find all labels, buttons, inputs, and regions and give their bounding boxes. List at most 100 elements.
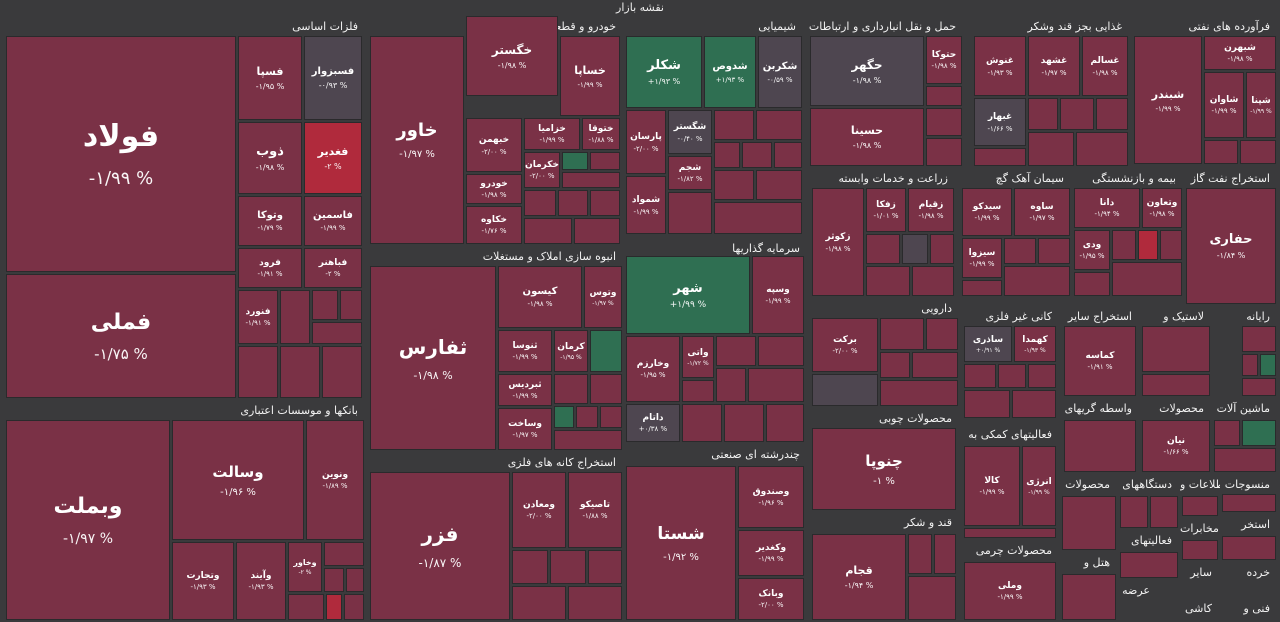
stock-tile[interactable] bbox=[880, 352, 910, 378]
stock-tile[interactable] bbox=[714, 110, 754, 140]
stock-tile[interactable]: فسپا -۱/۹۵ % bbox=[238, 36, 302, 120]
stock-tile[interactable] bbox=[1142, 326, 1210, 372]
stock-tile[interactable] bbox=[742, 142, 772, 168]
stock-tile[interactable]: خگستر -۱/۹۸ % bbox=[466, 16, 558, 96]
stock-tile[interactable]: ومعادن -۲/۰۰ % bbox=[512, 472, 566, 548]
stock-tile[interactable] bbox=[324, 542, 364, 566]
stock-tile[interactable] bbox=[1120, 496, 1148, 528]
stock-tile[interactable]: فزر -۱/۸۷ % bbox=[370, 472, 510, 620]
stock-tile[interactable]: فولاد -۱/۹۹ % bbox=[6, 36, 236, 272]
stock-tile[interactable] bbox=[1028, 132, 1074, 166]
stock-tile[interactable] bbox=[1012, 390, 1056, 418]
stock-tile[interactable]: شکربن -۰/۵۹ % bbox=[758, 36, 802, 108]
stock-tile[interactable] bbox=[1242, 326, 1276, 352]
stock-tile[interactable]: زقیام -۱/۹۸ % bbox=[908, 188, 954, 232]
stock-tile[interactable] bbox=[724, 404, 764, 442]
stock-tile[interactable] bbox=[1120, 552, 1178, 578]
stock-tile[interactable] bbox=[964, 364, 996, 388]
stock-tile[interactable] bbox=[312, 290, 338, 320]
stock-tile[interactable]: خکاوه -۱/۷۶ % bbox=[466, 206, 522, 244]
stock-tile[interactable] bbox=[964, 390, 1010, 418]
stock-tile[interactable] bbox=[238, 346, 278, 398]
stock-tile[interactable] bbox=[1214, 448, 1276, 472]
stock-tile[interactable] bbox=[1062, 574, 1116, 620]
stock-tile[interactable]: شگستر -۰/۴۰ % bbox=[668, 110, 712, 154]
stock-tile[interactable] bbox=[590, 190, 620, 216]
stock-tile[interactable]: خبهمن -۲/۰۰ % bbox=[466, 118, 522, 172]
stock-tile[interactable]: شدوص +۱/۹۳ % bbox=[704, 36, 756, 108]
stock-tile[interactable] bbox=[926, 108, 962, 136]
stock-tile[interactable]: نیان -۱/۶۶ % bbox=[1142, 420, 1210, 472]
stock-tile[interactable]: وخارزم -۱/۹۵ % bbox=[626, 336, 680, 402]
stock-tile[interactable] bbox=[524, 218, 572, 244]
stock-tile[interactable] bbox=[934, 534, 956, 574]
stock-tile[interactable]: وتجارت -۱/۹۳ % bbox=[172, 542, 234, 620]
stock-tile[interactable]: فملی -۱/۷۵ % bbox=[6, 274, 236, 398]
stock-tile[interactable]: فسبزوار -۰/۹۳ % bbox=[304, 36, 362, 120]
stock-tile[interactable] bbox=[1062, 496, 1116, 550]
stock-tile[interactable]: کرمان -۱/۹۵ % bbox=[554, 330, 588, 372]
stock-tile[interactable] bbox=[590, 330, 622, 372]
stock-tile[interactable] bbox=[1182, 540, 1218, 560]
stock-tile[interactable] bbox=[902, 234, 928, 264]
stock-tile[interactable]: برکت -۲/۰۰ % bbox=[812, 318, 878, 372]
stock-tile[interactable] bbox=[926, 86, 962, 106]
stock-tile[interactable]: فرود -۱/۹۱ % bbox=[238, 248, 302, 288]
stock-tile[interactable]: قجام -۱/۹۴ % bbox=[812, 534, 906, 620]
stock-tile[interactable] bbox=[926, 318, 958, 350]
stock-tile[interactable]: وملی -۱/۹۹ % bbox=[964, 562, 1056, 620]
stock-tile[interactable] bbox=[908, 534, 932, 574]
stock-tile[interactable]: غبهار -۱/۶۶ % bbox=[974, 98, 1026, 146]
stock-tile[interactable] bbox=[1260, 354, 1276, 376]
stock-tile[interactable] bbox=[562, 172, 620, 188]
stock-tile[interactable]: شبهرن -۱/۹۸ % bbox=[1204, 36, 1276, 70]
stock-tile[interactable] bbox=[1028, 98, 1058, 130]
stock-tile[interactable]: ودی -۱/۹۵ % bbox=[1074, 230, 1110, 270]
stock-tile[interactable]: وخاور -۲ % bbox=[288, 542, 322, 592]
stock-tile[interactable]: فاسمین -۱/۹۹ % bbox=[304, 196, 362, 246]
stock-tile[interactable]: وبانک -۲/۰۰ % bbox=[738, 578, 804, 620]
stock-tile[interactable] bbox=[1004, 238, 1036, 264]
stock-tile[interactable] bbox=[926, 138, 962, 166]
stock-tile[interactable] bbox=[340, 290, 362, 320]
stock-tile[interactable] bbox=[1242, 378, 1276, 396]
stock-tile[interactable] bbox=[558, 190, 588, 216]
stock-tile[interactable] bbox=[590, 374, 622, 404]
stock-tile[interactable] bbox=[812, 374, 878, 406]
stock-tile[interactable] bbox=[1074, 272, 1110, 296]
stock-tile[interactable] bbox=[554, 374, 588, 404]
stock-tile[interactable]: انرژی -۱/۹۹ % bbox=[1022, 446, 1056, 526]
stock-tile[interactable] bbox=[756, 170, 802, 200]
stock-tile[interactable]: شجم -۱/۸۲ % bbox=[668, 156, 712, 190]
stock-tile[interactable] bbox=[576, 406, 598, 428]
stock-tile[interactable]: شکلر +۱/۹۳ % bbox=[626, 36, 702, 108]
stock-tile[interactable] bbox=[682, 380, 714, 402]
stock-tile[interactable] bbox=[1204, 140, 1238, 164]
stock-tile[interactable] bbox=[1138, 230, 1158, 260]
stock-tile[interactable] bbox=[1214, 420, 1240, 446]
stock-tile[interactable]: شستا -۱/۹۲ % bbox=[626, 466, 736, 620]
stock-tile[interactable]: حفاری -۱/۸۴ % bbox=[1186, 188, 1276, 304]
stock-tile[interactable] bbox=[554, 430, 622, 450]
stock-tile[interactable] bbox=[1240, 140, 1276, 164]
stock-tile[interactable]: تاصیکو -۱/۸۸ % bbox=[568, 472, 622, 548]
stock-tile[interactable] bbox=[550, 550, 586, 584]
stock-tile[interactable]: کماسه -۱/۹۱ % bbox=[1064, 326, 1136, 396]
stock-tile[interactable] bbox=[1004, 266, 1070, 296]
stock-tile[interactable] bbox=[930, 234, 954, 264]
stock-tile[interactable]: کیسون -۱/۹۸ % bbox=[498, 266, 582, 328]
stock-tile[interactable] bbox=[758, 336, 804, 366]
stock-tile[interactable]: سیدکو -۱/۹۹ % bbox=[962, 188, 1012, 236]
stock-tile[interactable] bbox=[748, 368, 804, 402]
stock-tile[interactable]: ثفارس -۱/۹۸ % bbox=[370, 266, 496, 450]
stock-tile[interactable]: شهر +۱/۹۹ % bbox=[626, 256, 750, 334]
stock-tile[interactable] bbox=[1060, 98, 1094, 130]
stock-tile[interactable] bbox=[998, 364, 1026, 388]
stock-tile[interactable] bbox=[1142, 374, 1210, 396]
stock-tile[interactable]: ذوب -۱/۹۸ % bbox=[238, 122, 302, 194]
stock-tile[interactable]: غسالم -۱/۹۸ % bbox=[1082, 36, 1128, 96]
stock-tile[interactable] bbox=[280, 290, 310, 344]
stock-tile[interactable] bbox=[590, 152, 620, 170]
stock-tile[interactable]: خکرمان -۲/۰۰ % bbox=[524, 152, 560, 188]
stock-tile[interactable]: فباهنر -۲ % bbox=[304, 248, 362, 288]
